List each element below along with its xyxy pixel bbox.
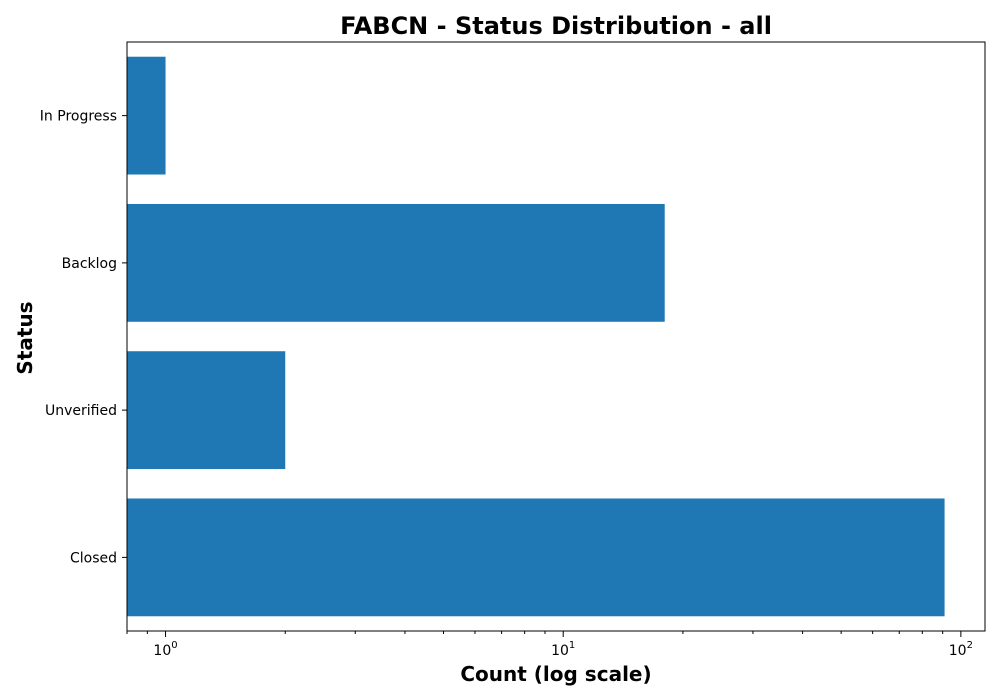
bar-in-progress <box>127 56 166 175</box>
chart-title: FABCN - Status Distribution - all <box>340 12 772 40</box>
x-axis-label: Count (log scale) <box>460 662 651 686</box>
y-axis: In Progress Backlog Unverified Closed <box>40 109 127 566</box>
bar-unverified <box>127 351 286 470</box>
x-tick-label: 101 <box>551 640 575 659</box>
y-tick-label: In Progress <box>40 109 117 125</box>
y-tick-label: Closed <box>70 550 117 566</box>
bar-closed <box>127 498 945 617</box>
bar-backlog <box>127 203 665 322</box>
x-axis: 100 101 102 <box>126 631 973 659</box>
y-axis-label: Status <box>13 301 37 374</box>
y-tick-label: Unverified <box>45 403 117 419</box>
y-tick-label: Backlog <box>62 256 117 272</box>
bars-group <box>127 56 945 617</box>
x-tick-label: 100 <box>153 640 177 659</box>
plot-frame <box>126 41 986 632</box>
x-tick-label: 102 <box>949 640 973 659</box>
